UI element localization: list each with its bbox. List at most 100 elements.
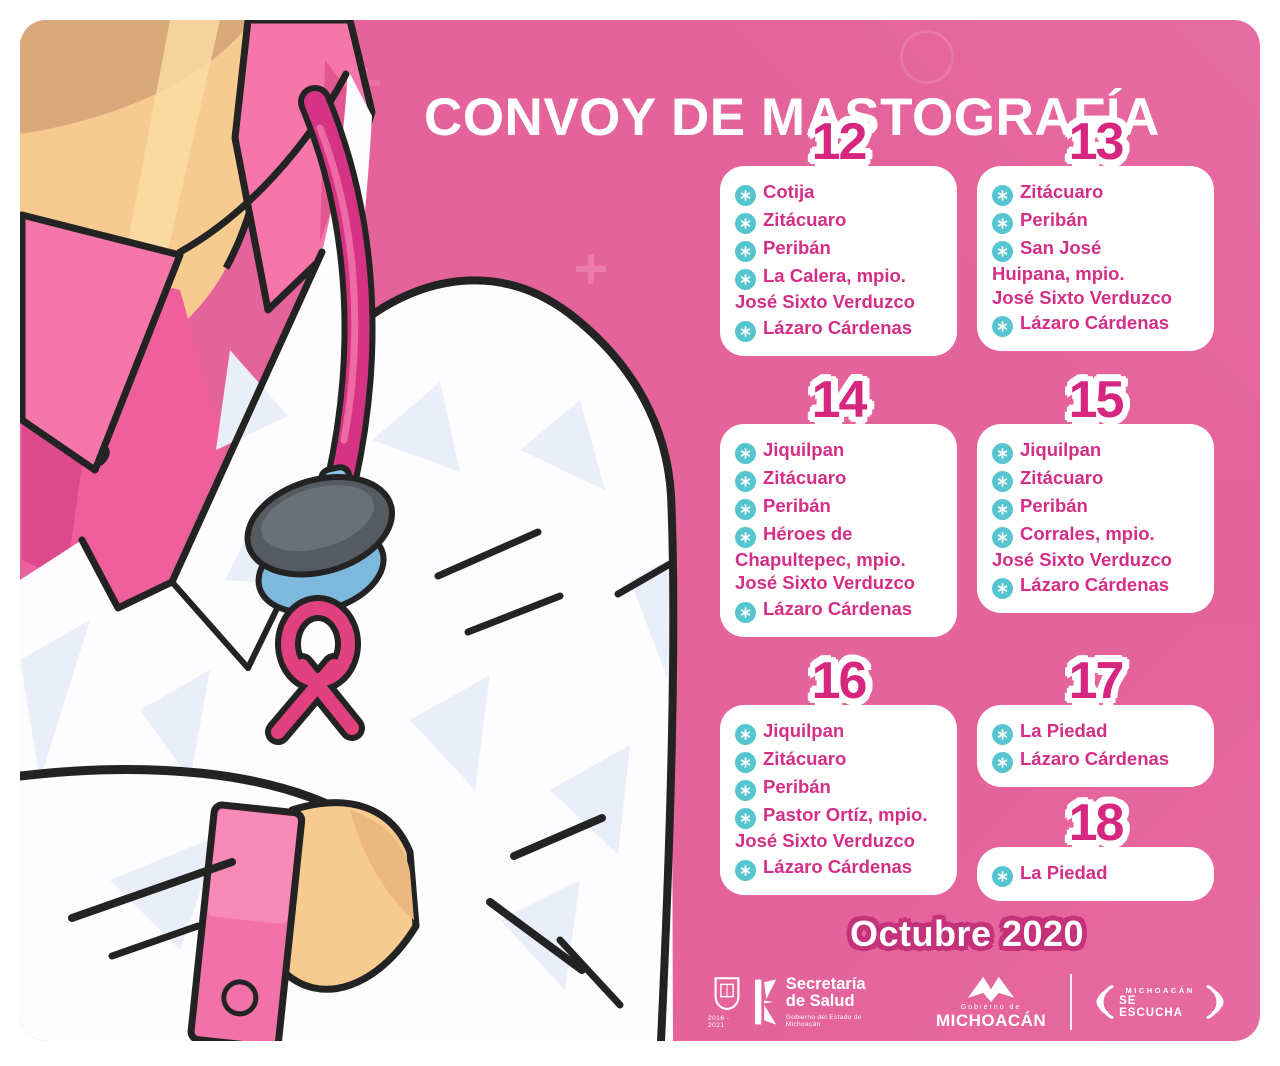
month-label: Octubre 2020: [849, 913, 1085, 954]
asterisk-bullet-icon: [992, 866, 1013, 888]
coat-of-arms-icon: [714, 976, 740, 1010]
location-list: La Piedad: [992, 861, 1202, 888]
asterisk-bullet-icon: [735, 498, 756, 520]
health-ministry-name-line2: de Salud: [785, 992, 855, 1010]
asterisk-bullet-icon: [735, 470, 756, 492]
asterisk-bullet-icon: [735, 185, 756, 206]
location-item: Peribán: [735, 494, 945, 520]
locations-card: Zitácuaro Peribán San José Huipana, mpio…: [977, 166, 1214, 352]
health-ministry-name-line1: Secretaría: [785, 974, 866, 993]
location-item: Zitácuaro: [992, 180, 1202, 206]
locations-card: La Piedad Lázaro Cárdenas: [977, 705, 1214, 788]
locations-card: Cotija Zitácuaro Peribán La Calera, mpio…: [720, 166, 957, 356]
radio-line2: SE ESCUCHA: [1119, 994, 1184, 1019]
location-item: Peribán: [735, 236, 945, 262]
location-item: La Piedad: [992, 861, 1202, 888]
location-item: Lázaro Cárdenas: [992, 747, 1202, 774]
locations-card: Jiquilpan Zitácuaro Peribán Corrales, mp…: [977, 423, 1214, 614]
day-card-stack-17-18: 17 La Piedad Lázaro Cárdenas 18: [977, 652, 1214, 902]
asterisk-bullet-icon: [992, 442, 1013, 464]
health-ministry-subtitle: Gobierno del Estado de Michoacán: [785, 1014, 862, 1029]
radio-waves-right-icon: [1206, 985, 1224, 1019]
asterisk-bullet-icon: [735, 241, 756, 262]
location-item: Lázaro Cárdenas: [992, 573, 1202, 600]
monarch-butterfly-icon: [967, 976, 1015, 1002]
poster-panel: CONVOY DE MASTOGRAFÍA 12 Cotija Zitácuar…: [20, 20, 1260, 1041]
location-item: Peribán: [992, 494, 1202, 520]
state-government-top-label: Gobierno de: [960, 1003, 1022, 1011]
health-ministry-block: Secretaría de Salud Gobierno del Estado …: [785, 974, 894, 1029]
day-card-17: 17 La Piedad Lázaro Cárdenas: [977, 652, 1214, 788]
location-list: Jiquilpan Zitácuaro Peribán Héroes de Ch…: [735, 438, 945, 624]
location-list: Jiquilpan Zitácuaro Peribán Pastor Ortíz…: [735, 719, 945, 881]
radio-text: MICHOACÁN SE ESCUCHA: [1119, 986, 1201, 1019]
location-item: Jiquilpan: [735, 438, 945, 464]
locations-card: Jiquilpan Zitácuaro Peribán Pastor Ortíz…: [720, 705, 957, 895]
asterisk-bullet-icon: [735, 442, 756, 464]
location-item: Pastor Ortíz, mpio. José Sixto Verduzco: [735, 804, 928, 852]
location-item: Zitácuaro: [992, 466, 1202, 492]
day-card-15: 15 Jiquilpan Zitácuaro Peribán Corrales,…: [977, 374, 1214, 614]
location-item: Héroes de Chapultepec, mpio. José Sixto …: [735, 522, 915, 594]
asterisk-bullet-icon: [992, 213, 1013, 234]
michoacan-k-logo-icon: [754, 979, 776, 1025]
location-item: La Calera, mpio. José Sixto Verduzco: [735, 265, 915, 312]
locations-card: La Piedad: [977, 847, 1214, 902]
day-number: 17: [1068, 652, 1125, 711]
coat-of-arms-years: 2016 - 2021: [708, 1014, 730, 1029]
location-item: Lázaro Cárdenas: [735, 597, 945, 624]
asterisk-bullet-icon: [735, 269, 756, 290]
day-number: 15: [1068, 370, 1125, 429]
location-list: Zitácuaro Peribán San José Huipana, mpio…: [992, 180, 1202, 338]
location-item: Zitácuaro: [735, 466, 945, 492]
day-card-16: 16 Jiquilpan Zitácuaro Peribán Pastor Or…: [720, 655, 957, 895]
radio-waves-left-icon: [1096, 985, 1114, 1019]
location-item: Lázaro Cárdenas: [735, 855, 945, 881]
asterisk-bullet-icon: [735, 780, 756, 802]
asterisk-bullet-icon: [992, 316, 1013, 338]
location-item: Zitácuaro: [735, 208, 945, 234]
locations-card: Jiquilpan Zitácuaro Peribán Héroes de Ch…: [720, 423, 957, 638]
location-item: Peribán: [992, 208, 1202, 234]
location-item: San José Huipana, mpio. José Sixto Verdu…: [992, 237, 1172, 308]
location-list: Jiquilpan Zitácuaro Peribán Corrales, mp…: [992, 438, 1202, 600]
asterisk-bullet-icon: [735, 602, 756, 624]
asterisk-bullet-icon: [735, 724, 756, 746]
schedule-grid: 12 Cotija Zitácuaro Peribán La Calera, m…: [720, 116, 1214, 902]
decorative-circle: [900, 30, 954, 84]
location-item: Jiquilpan: [735, 719, 945, 746]
location-item: Lázaro Cárdenas: [735, 316, 945, 342]
location-item: Peribán: [735, 775, 945, 802]
asterisk-bullet-icon: [735, 320, 756, 342]
asterisk-bullet-icon: [992, 724, 1013, 746]
asterisk-bullet-icon: [992, 185, 1013, 206]
coat-of-arms-block: 2016 - 2021: [708, 976, 747, 1029]
asterisk-bullet-icon: [992, 498, 1013, 520]
asterisk-bullet-icon: [735, 526, 756, 548]
decorative-plus-icon: [576, 254, 606, 284]
location-item: La Piedad: [992, 719, 1202, 746]
day-number: 16: [811, 652, 868, 711]
state-government-block: Gobierno de MICHOACÁN: [936, 974, 1046, 1031]
asterisk-bullet-icon: [735, 859, 756, 881]
location-list: Cotija Zitácuaro Peribán La Calera, mpio…: [735, 180, 945, 342]
location-item: Zitácuaro: [735, 747, 945, 774]
day-card-14: 14 Jiquilpan Zitácuaro Peribán Héroes de…: [720, 374, 957, 638]
asterisk-bullet-icon: [992, 241, 1013, 262]
doctor-illustration: [20, 20, 678, 1041]
day-number: 12: [811, 113, 868, 171]
location-item: Cotija: [735, 180, 945, 206]
pink-ribbon-icon: [265, 595, 365, 745]
day-number: 18: [1068, 794, 1125, 853]
asterisk-bullet-icon: [992, 752, 1013, 774]
location-item: Jiquilpan: [992, 438, 1202, 464]
day-card-12: 12 Cotija Zitácuaro Peribán La Calera, m…: [720, 116, 957, 356]
location-list: La Piedad Lázaro Cárdenas: [992, 719, 1202, 774]
day-card-13: 13 Zitácuaro Peribán San José Huipana, m…: [977, 116, 1214, 352]
asterisk-bullet-icon: [735, 213, 756, 234]
state-government-name: MICHOACÁN: [935, 1010, 1047, 1030]
asterisk-bullet-icon: [735, 808, 756, 830]
location-item: Lázaro Cárdenas: [992, 311, 1202, 338]
radio-line1: MICHOACÁN: [1125, 985, 1195, 995]
asterisk-bullet-icon: [992, 470, 1013, 492]
